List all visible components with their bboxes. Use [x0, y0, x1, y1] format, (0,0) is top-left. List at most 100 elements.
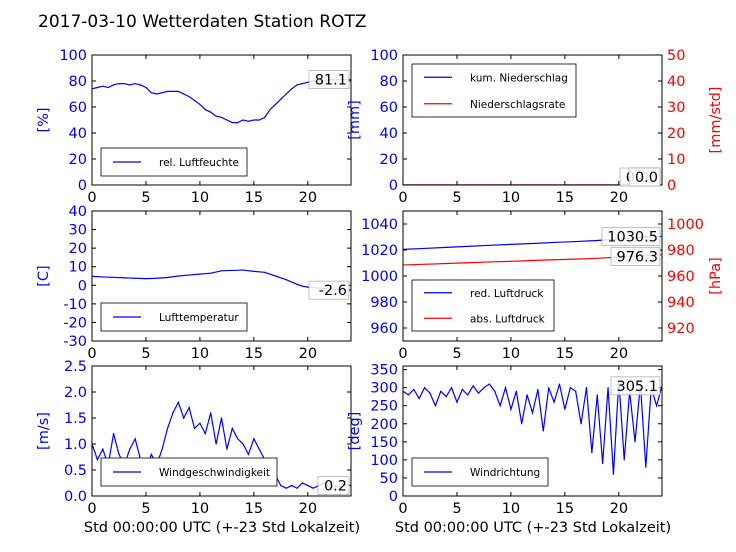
y-tick-label: 1000	[361, 269, 398, 285]
data-point	[188, 407, 190, 409]
x-tick-label: 10	[191, 190, 209, 206]
plot-frame	[402, 365, 663, 497]
legend-entry: Niederschlagsrate	[470, 99, 565, 111]
data-point	[156, 277, 158, 279]
data-point	[531, 242, 534, 245]
x-tick-label: 10	[191, 501, 209, 517]
y-tick-label: 100	[370, 48, 398, 64]
data-point	[612, 473, 615, 475]
data-point	[199, 422, 201, 424]
data-point	[264, 271, 266, 273]
data-point	[596, 239, 598, 242]
data-point	[172, 412, 174, 414]
x-tick-label: 10	[502, 501, 520, 517]
data-point	[247, 120, 250, 122]
legend: Windrichtung	[411, 457, 549, 487]
data-point	[193, 427, 196, 429]
data-point	[112, 433, 115, 435]
y-right-tick-label: 30	[667, 100, 685, 116]
data-point	[558, 383, 561, 385]
y-tick-label: -30	[63, 334, 87, 350]
data-point	[102, 85, 104, 87]
data-point	[488, 261, 490, 263]
data-point	[183, 93, 185, 95]
x-tick-label: 5	[452, 346, 461, 362]
data-point	[177, 275, 179, 277]
legend-box	[411, 63, 577, 118]
data-point	[575, 258, 577, 260]
y-right-axis-label: [hPa]	[708, 257, 724, 294]
data-point	[166, 90, 169, 92]
figure-title: 2017-03-10 Wetterdaten Station ROTZ	[38, 12, 367, 32]
data-point	[237, 438, 239, 440]
y-tick-label: 2.0	[64, 385, 87, 401]
data-point	[285, 93, 287, 95]
data-point	[166, 276, 169, 279]
data-point	[467, 394, 469, 396]
data-point	[112, 276, 115, 278]
data-point	[210, 412, 212, 414]
panel-windrichtung: 0 5 10 15 20050100150200250300350[deg]Windri…	[347, 363, 663, 517]
data-point	[445, 262, 447, 265]
data-point	[231, 427, 233, 429]
data-point	[564, 408, 566, 410]
plot-frame	[91, 365, 352, 497]
data-point	[134, 277, 136, 279]
x-tick-label: 5	[141, 190, 150, 206]
y-tick-label: 40	[69, 126, 87, 142]
data-point	[96, 86, 98, 89]
y-right-tick-label: 940	[667, 295, 695, 311]
data-point	[226, 448, 228, 450]
data-point	[645, 466, 647, 468]
data-point	[264, 116, 266, 118]
data-point	[258, 448, 260, 450]
data-point	[301, 482, 304, 484]
x-tick-label: 10	[191, 346, 209, 362]
data-point	[253, 119, 255, 121]
x-tick-label: 15	[245, 501, 263, 517]
y-axis-label: [mm]	[347, 100, 363, 140]
y-tick-label: 1.0	[64, 437, 87, 453]
y-tick-label: 50	[380, 471, 398, 487]
data-point	[515, 390, 517, 392]
data-point	[553, 259, 555, 261]
y-axis-label: [C]	[36, 265, 52, 286]
data-point	[215, 443, 217, 445]
data-point	[280, 485, 282, 487]
last-value-label: 81.1	[315, 73, 347, 89]
data-point	[596, 257, 598, 259]
y-axis-label: [m/s]	[36, 412, 52, 450]
y-tick-label: 60	[69, 100, 87, 116]
data-point	[548, 387, 550, 389]
data-point	[580, 423, 582, 425]
data-point	[285, 487, 287, 489]
data-point	[526, 394, 528, 396]
data-point	[226, 119, 228, 121]
data-point	[274, 275, 277, 277]
y-tick-label: 0	[78, 278, 87, 294]
data-point	[488, 244, 490, 246]
panel-wind: 0 5 10 15 20 0.0 0.5 1.0 1.5 2.0 2.5 [m/s] Windgesch…	[36, 359, 352, 517]
data-point	[112, 84, 115, 86]
data-point	[312, 487, 314, 489]
y-tick-label: 40	[69, 204, 87, 220]
last-value-label-box	[601, 227, 661, 246]
data-point	[307, 485, 309, 487]
data-point	[575, 390, 577, 392]
data-point	[553, 241, 555, 244]
y-right-tick-label: 1000	[667, 217, 704, 233]
data-point	[575, 240, 577, 243]
plot-frame	[91, 210, 352, 342]
data-point	[542, 430, 544, 432]
data-point	[220, 270, 223, 272]
data-point	[450, 387, 453, 389]
last-value-label-box	[308, 280, 350, 300]
y-axis-label: [%]	[36, 107, 52, 132]
data-point	[472, 385, 474, 387]
data-point	[445, 246, 447, 248]
x-tick-label: 20	[610, 190, 628, 206]
data-point	[145, 86, 147, 89]
legend: Lufttemperatur	[100, 302, 248, 332]
y-tick-label: 100	[370, 453, 398, 469]
data-point	[413, 388, 415, 391]
